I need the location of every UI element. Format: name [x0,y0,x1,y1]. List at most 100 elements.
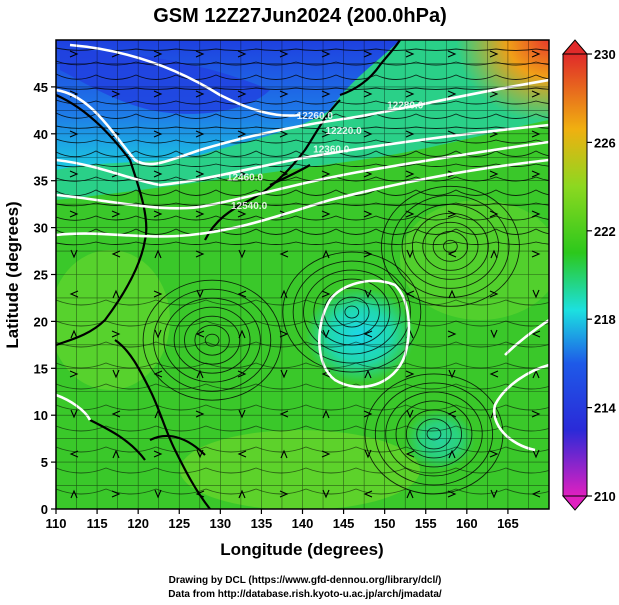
streamline-arrow [111,330,121,338]
streamline-arrow [489,450,499,458]
streamline-arrow [69,170,79,178]
streamline [56,341,549,348]
streamline [56,446,549,453]
y-axis-label: Latitude (degrees) [3,201,22,348]
y-tick-label: 15 [34,361,48,376]
streamline-arrow [111,90,121,98]
streamline-arrow [321,170,331,178]
x-tick-label: 115 [87,516,108,531]
streamline-arrow [322,489,330,499]
streamline-arrow [447,410,457,418]
streamline [56,86,549,90]
map-grid [56,40,549,509]
streamline-arrow [195,410,205,418]
streamline-arrow [237,210,247,218]
streamline-arrow [406,489,414,499]
contour-label: 12280.0 [387,100,424,111]
vortex-streamline [426,427,442,441]
y-axis-ticks: 0 5 10 15 20 25 30 35 40 45 [34,80,56,517]
streamline-arrow [153,50,163,58]
streamline-arrow [447,210,457,218]
streamline-arrow [111,490,121,498]
contour-labels: 12260.0 12280.0 12220.0 12360.0 12460.0 12540… [227,100,424,211]
vortex-streamline [142,279,282,401]
streamline [56,362,549,369]
streamline-arrow [447,490,457,498]
x-tick-label: 140 [292,516,314,531]
streamline-arrow [238,329,246,339]
streamline-arrow [490,489,498,499]
contour-label: 12460.0 [227,173,264,184]
streamline-arrow [531,330,541,338]
streamline-arrow [405,450,415,458]
streamline-arrow [405,50,415,58]
streamline-arrow [321,90,331,98]
x-tick-label: 130 [209,516,231,531]
streamline [56,99,549,105]
streamline-arrow [153,370,163,378]
y-tick-label: 40 [34,127,48,142]
colorbar-tick-label: 218 [594,312,616,327]
streamline [56,163,549,168]
colorbar-tick-label: 230 [594,47,616,62]
streamline [56,60,549,66]
y-tick-label: 10 [34,408,48,423]
y-tick-label: 5 [41,455,48,470]
vortex-streamline [374,382,494,486]
streamline-arrow [237,450,247,458]
streamline-arrow [363,250,373,258]
y-tick-label: 45 [34,80,48,95]
streamline-arrow [321,210,331,218]
colorbar-tick-label: 222 [594,224,616,239]
streamline [56,241,549,246]
credit-data: Data from http://database.rish.kyoto-u.a… [168,589,442,600]
streamline-arrow [195,90,205,98]
x-tick-label: 150 [374,516,396,531]
y-tick-label: 30 [34,221,48,236]
streamline-arrow [363,50,373,58]
y-tick-label: 35 [34,174,48,189]
colorbar-tick-label: 210 [594,489,616,504]
streamline-arrow [69,370,79,378]
streamline-arrow [532,369,540,379]
vortex-streamline [443,239,458,253]
streamline-arrow [279,330,289,338]
map-plot-area: 12260.0 12280.0 12220.0 12360.0 12460.0 12540… [56,40,549,509]
streamline-arrow [279,410,289,418]
contour-label: 12360.0 [313,145,350,156]
streamline-arrow [364,369,372,379]
streamline-arrow [322,329,330,339]
x-tick-label: 110 [46,516,67,531]
x-axis-label: Longitude (degrees) [220,540,383,559]
streamline-arrow [238,409,246,419]
streamline-arrow [490,329,498,339]
colorbar-tick-label: 214 [594,401,616,416]
streamline-arrow [405,210,415,218]
streamline-arrow [531,210,541,218]
streamline-arrow [153,90,163,98]
vortex-streamline [153,288,272,392]
streamline-arrow [69,290,79,298]
streamline-arrow [69,210,79,218]
streamline-arrow [531,410,541,418]
y-tick-label: 20 [34,314,48,329]
streamline-arrow [531,170,541,178]
vortex-streamline [432,230,469,262]
streamline-arrow [238,489,246,499]
streamline-arrow [405,370,415,378]
streamline-arrow [154,329,162,339]
vortex-streamline [380,185,520,307]
vortex-streamline [173,306,251,374]
contour-label: 12540.0 [231,201,268,212]
y-tick-label: 0 [41,502,48,517]
streamline-arrow [237,50,247,58]
x-tick-label: 160 [456,516,478,531]
streamline-arrow [531,250,541,258]
streamline-arrow [364,449,372,459]
streamline-arrow [363,330,373,338]
streamline [56,320,549,327]
vortex-streamline [303,269,401,355]
vortex-streamline [344,305,360,319]
